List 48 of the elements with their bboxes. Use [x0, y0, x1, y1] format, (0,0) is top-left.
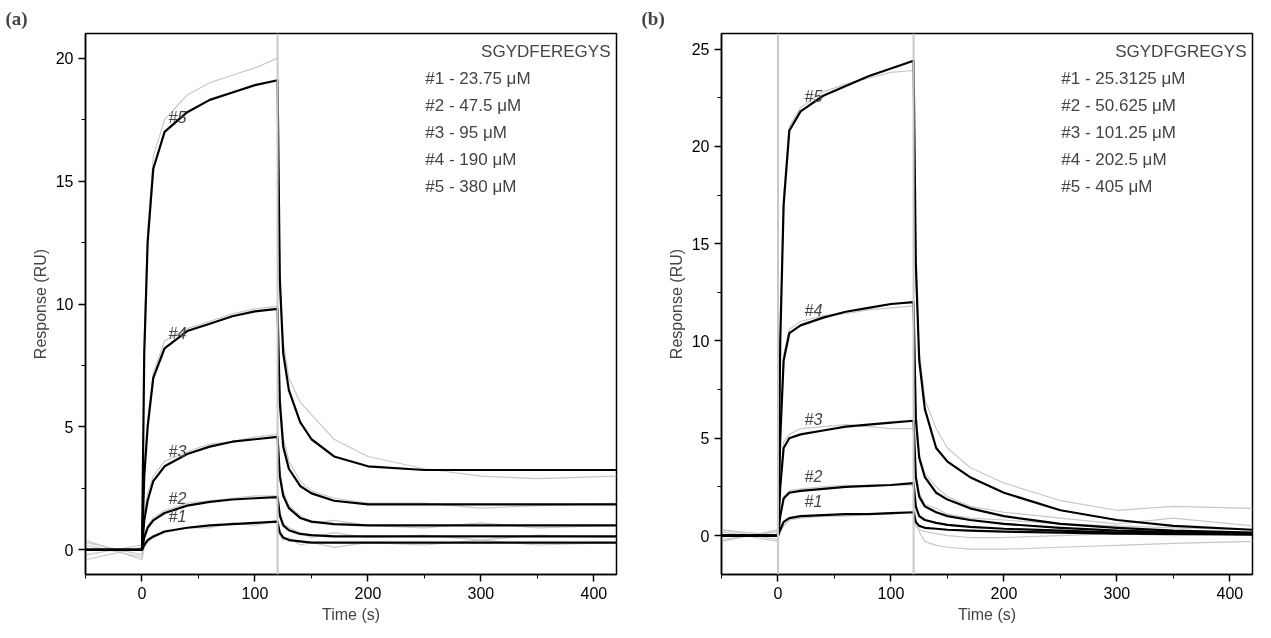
y-tick-label: 10	[691, 332, 710, 350]
y-tick-label: 15	[55, 173, 74, 191]
x-tick-label: 100	[241, 584, 269, 602]
chart-title: (b)	[641, 7, 665, 30]
y-tick-label: 15	[691, 235, 710, 253]
annotation: #1 - 25.3125 μM	[1061, 68, 1186, 88]
series-label: #3	[804, 411, 823, 429]
series-label: #5	[804, 88, 823, 106]
y-tick-label: 20	[55, 50, 74, 68]
annotation: #2 - 50.625 μM	[1061, 95, 1177, 115]
x-tick-label: 100	[877, 584, 905, 602]
annotation: SGYDFGREGYS	[1115, 41, 1247, 61]
y-tick-label: 10	[55, 296, 74, 313]
series-label: #1	[804, 493, 823, 511]
annotation: SGYDFEREGYS	[481, 41, 611, 61]
chart-title: (a)	[5, 7, 28, 30]
x-tick-label: 400	[580, 584, 608, 602]
y-tick-label: 5	[64, 418, 74, 436]
x-tick-label: 0	[773, 584, 783, 602]
annotation: #1 - 23.75 μM	[425, 68, 531, 88]
y-axis-title: Response (RU)	[667, 248, 685, 360]
annotation: #5 - 380 μM	[425, 176, 517, 196]
x-tick-label: 0	[137, 584, 147, 602]
annotation: #4 - 190 μM	[425, 149, 517, 169]
annotation: #3 - 95 μM	[425, 122, 507, 142]
series-label: #4	[168, 325, 187, 343]
x-tick-label: 300	[467, 584, 495, 602]
y-tick-label: 0	[700, 527, 710, 545]
series-label: #4	[804, 302, 823, 320]
x-axis-title: Time (s)	[321, 605, 381, 623]
series-label: #2	[168, 490, 187, 508]
series-label: #1	[168, 508, 187, 526]
annotation: #4 - 202.5 μM	[1061, 149, 1167, 169]
x-tick-label: 200	[354, 584, 382, 602]
x-tick-label: 300	[1103, 584, 1131, 602]
annotation: #5 - 405 μM	[1061, 176, 1153, 196]
y-tick-label: 25	[691, 41, 710, 59]
x-tick-label: 200	[990, 584, 1018, 602]
y-tick-label: 5	[700, 430, 710, 448]
series-label: #2	[804, 467, 823, 485]
x-tick-label: 400	[1216, 584, 1244, 602]
y-axis-title: Response (RU)	[31, 248, 49, 360]
annotation: #3 - 101.25 μM	[1061, 122, 1177, 142]
annotation: #2 - 47.5 μM	[425, 95, 522, 115]
x-axis-title: Time (s)	[957, 605, 1017, 623]
series-label: #3	[168, 443, 187, 461]
y-tick-label: 20	[691, 138, 710, 156]
y-tick-label: 0	[64, 541, 74, 559]
